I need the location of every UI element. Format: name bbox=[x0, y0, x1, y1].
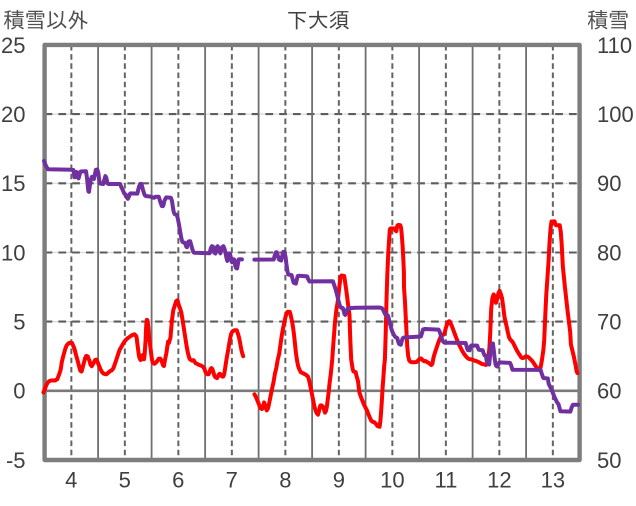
svg-text:0: 0 bbox=[13, 379, 25, 404]
svg-text:13: 13 bbox=[541, 468, 565, 493]
svg-text:12: 12 bbox=[487, 468, 511, 493]
svg-text:6: 6 bbox=[172, 468, 184, 493]
svg-text:5: 5 bbox=[119, 468, 131, 493]
svg-text:15: 15 bbox=[1, 171, 25, 196]
svg-text:25: 25 bbox=[1, 33, 25, 58]
svg-text:8: 8 bbox=[279, 468, 291, 493]
svg-text:60: 60 bbox=[597, 379, 621, 404]
svg-text:5: 5 bbox=[13, 310, 25, 335]
svg-text:80: 80 bbox=[597, 240, 621, 265]
svg-text:7: 7 bbox=[226, 468, 238, 493]
svg-text:11: 11 bbox=[434, 468, 457, 493]
svg-text:110: 110 bbox=[597, 33, 632, 58]
svg-text:4: 4 bbox=[65, 468, 77, 493]
svg-text:50: 50 bbox=[597, 448, 621, 473]
svg-text:9: 9 bbox=[333, 468, 345, 493]
svg-text:100: 100 bbox=[597, 102, 634, 127]
svg-text:20: 20 bbox=[1, 102, 25, 127]
svg-text:10: 10 bbox=[1, 240, 25, 265]
svg-text:-5: -5 bbox=[6, 448, 26, 473]
svg-text:70: 70 bbox=[597, 310, 621, 335]
svg-text:10: 10 bbox=[380, 468, 404, 493]
svg-text:90: 90 bbox=[597, 171, 621, 196]
